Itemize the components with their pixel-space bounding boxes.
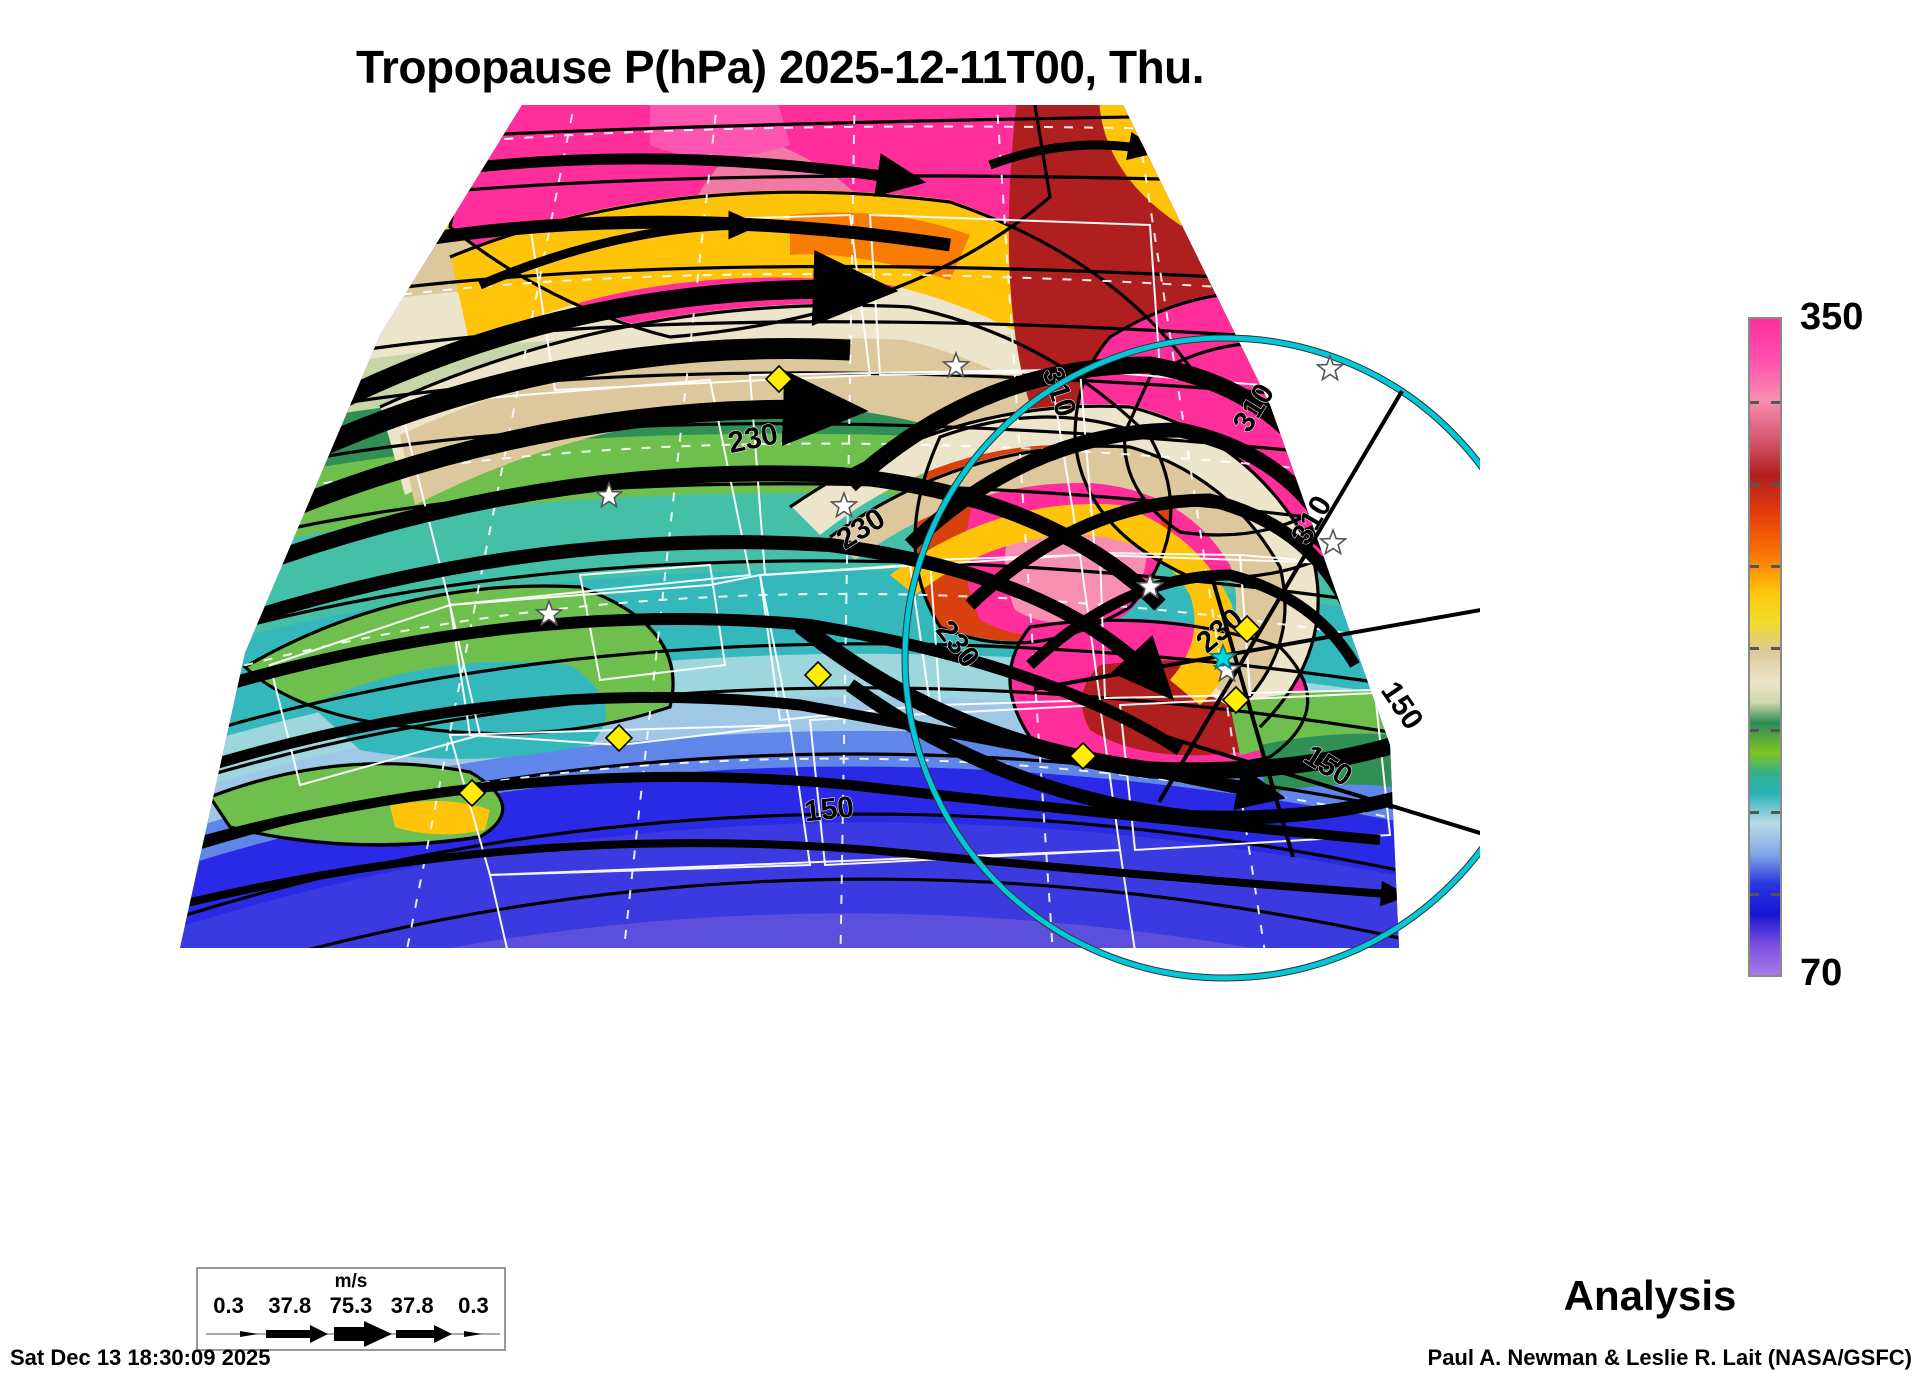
colorbar-tick	[1750, 647, 1759, 650]
wind-value: 0.3	[213, 1293, 244, 1318]
wind-arrow-scale	[206, 1321, 500, 1347]
colorbar-tick	[1771, 401, 1780, 404]
station-star-marker[interactable]	[829, 490, 859, 519]
highlight-star-marker[interactable]	[1208, 642, 1238, 671]
colorbar-tick	[1771, 483, 1780, 486]
colorbar-tick	[1771, 647, 1780, 650]
station-star-marker[interactable]	[534, 598, 564, 627]
wind-value-labels: 0.3 37.8 75.3 37.8 0.3	[198, 1293, 504, 1319]
station-star-marker[interactable]	[594, 480, 624, 509]
site-diamond-marker[interactable]	[803, 660, 833, 690]
wind-value: 75.3	[329, 1293, 373, 1318]
colorbar-min-label: 70	[1800, 952, 1843, 994]
site-diamond-marker[interactable]	[457, 778, 487, 808]
station-star-marker[interactable]	[1135, 571, 1165, 600]
colorbar-tick	[1750, 483, 1759, 486]
colorbar-max-label: 350	[1800, 296, 1864, 338]
colorbar-tick	[1750, 401, 1759, 404]
map-panel: 230 310 310 230 230 150 150 310 230 150	[150, 105, 1480, 1185]
colorbar-tick	[1771, 893, 1780, 896]
site-diamond-marker[interactable]	[604, 723, 634, 753]
generation-timestamp: Sat Dec 13 18:30:09 2025	[10, 1345, 271, 1370]
analysis-label: Analysis	[1563, 1272, 1737, 1319]
star-marker-group	[534, 350, 1348, 683]
colorbar-tick	[1750, 729, 1759, 732]
site-diamond-marker[interactable]	[1232, 614, 1262, 644]
wind-value: 37.8	[268, 1293, 312, 1318]
wind-value: 0.3	[458, 1293, 489, 1318]
colorbar-tick	[1771, 811, 1780, 814]
site-diamond-marker[interactable]	[764, 364, 794, 394]
colorbar-tick	[1750, 565, 1759, 568]
station-star-marker[interactable]	[941, 350, 971, 379]
overlay-lines	[1033, 389, 1480, 858]
site-diamond-marker[interactable]	[1221, 685, 1251, 715]
contour-label: 150	[802, 791, 855, 829]
colorbar-tick	[1771, 565, 1780, 568]
diamond-marker-group	[457, 364, 1262, 808]
colorbar-tick	[1750, 893, 1759, 896]
wind-speed-legend: m/s 0.3 37.8 75.3 37.8 0.3	[196, 1267, 506, 1351]
author-credit: Paul A. Newman & Leslie R. Lait (NASA/GS…	[1427, 1345, 1912, 1370]
wind-value: 37.8	[390, 1293, 434, 1318]
wind-units-label: m/s	[334, 1271, 368, 1292]
station-star-marker[interactable]	[1318, 527, 1348, 556]
site-diamond-marker[interactable]	[1068, 741, 1098, 771]
station-star-marker[interactable]	[1315, 353, 1345, 382]
colorbar	[1748, 317, 1782, 977]
overlay-group	[901, 334, 1480, 982]
colorbar-tick	[1771, 729, 1780, 732]
page-title: Tropopause P(hPa) 2025-12-11T00, Thu.	[355, 41, 1205, 93]
colorbar-tick	[1750, 811, 1759, 814]
